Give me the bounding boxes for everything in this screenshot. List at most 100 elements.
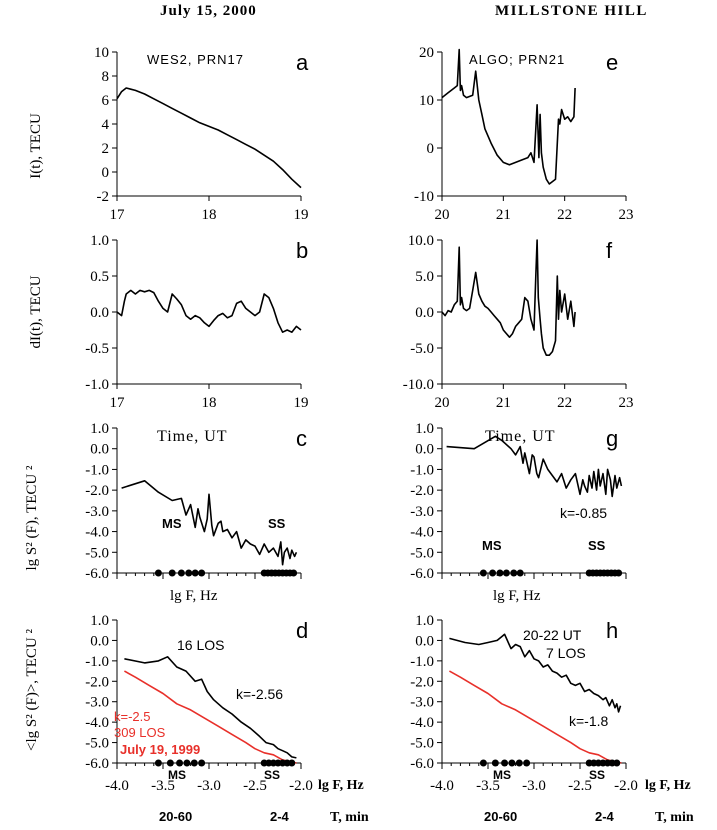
los-label: 16 LOS — [177, 637, 224, 653]
figure-site: MILLSTONE HILL — [495, 3, 648, 19]
y-tick-label-d: -6.0 — [85, 756, 109, 772]
x-tick-label-f: 21 — [496, 395, 511, 411]
panel-d: -6.0 -5.0 -4.0 -3.0 -2.0 -1.0 0.0 1.0 -4.0 -3.5 -3… — [85, 613, 313, 794]
panel-letter-b: b — [296, 238, 308, 263]
x-tick-label-d: -2.5 — [243, 778, 267, 794]
y-tick-label-f: 5.0 — [415, 269, 434, 285]
ss-label: SS — [589, 768, 605, 782]
panel-h: -6.0 -5.0 -4.0 -3.0 -2.0 -1.0 0.0 1.0 -4.0 -3.5 -3… — [410, 613, 638, 794]
ms-dot — [501, 759, 509, 767]
annotation-station: ALGO; PRN21 — [469, 52, 565, 67]
ms-dot — [154, 569, 162, 577]
x-axis-label: lg F, Hz — [493, 588, 541, 604]
panel-letter-f: f — [606, 238, 613, 263]
y-tick-label-e: 0 — [427, 141, 435, 157]
y-tick-label-c: -1.0 — [85, 462, 109, 478]
x-tick-label-e: 20 — [435, 207, 450, 223]
ms-dot — [479, 759, 487, 767]
y-tick-label-e: -10 — [414, 189, 434, 205]
red-date-label: July 19, 1999 — [120, 742, 200, 757]
x-tick-label-d: -3.5 — [151, 778, 175, 794]
panel-letter-g: g — [606, 426, 618, 451]
ms-dot — [523, 759, 531, 767]
time-label: Time, UT — [485, 428, 556, 445]
y-tick-label-b: -1.0 — [85, 377, 109, 393]
y-tick-label-a: 2 — [102, 141, 110, 157]
y-tick-label-g: 0.0 — [415, 442, 434, 458]
panel-g: -6.0 -5.0 -4.0 -3.0 -2.0 -1.0 0.0 1.0 g Time, UT k… — [410, 421, 627, 604]
series-line-h-0 — [449, 633, 622, 713]
y-tick-label-g: 1.0 — [415, 421, 434, 437]
ms-dot — [502, 569, 510, 577]
y-tick-label-b: -0.5 — [85, 341, 109, 357]
ss-dot — [288, 759, 296, 767]
xlabel-left: lg F, Hz — [318, 778, 364, 793]
series-line-d-1 — [124, 670, 297, 764]
ylabel-d: <lg S² (F)>, TECU ² — [24, 629, 40, 751]
ms-dot — [489, 569, 497, 577]
x-tick-label-a: 18 — [202, 207, 217, 223]
y-tick-label-c: -2.0 — [85, 483, 109, 499]
y-tick-label-d: -1.0 — [85, 654, 109, 670]
ss-dot — [615, 569, 623, 577]
ms-dot — [510, 569, 518, 577]
y-tick-label-b: 0.0 — [90, 305, 109, 321]
y-tick-label-h: -6.0 — [410, 756, 434, 772]
panel-letter-d: d — [296, 618, 308, 643]
t-range-ms-left: 20-60 — [159, 809, 192, 824]
panel-letter-h: h — [606, 618, 618, 643]
y-tick-label-h: 1.0 — [415, 613, 434, 629]
y-tick-label-c: -5.0 — [85, 545, 109, 561]
x-tick-label-h: -2.0 — [614, 778, 638, 794]
y-tick-label-g: -4.0 — [410, 525, 434, 541]
x-tick-label-d: -3.0 — [197, 778, 221, 794]
series-line-h-1 — [449, 670, 622, 764]
ylabel-a: I(t), TECU — [28, 113, 44, 179]
y-tick-label-d: -3.0 — [85, 695, 109, 711]
x-tick-label-d: -4.0 — [105, 778, 129, 794]
ms-dot — [177, 569, 185, 577]
y-tick-label-g: -6.0 — [410, 566, 434, 582]
panel-letter-a: a — [296, 50, 309, 75]
ms-dot — [198, 759, 206, 767]
panel-a: -2 0 2 4 6 8 10 17 18 19 a WES2, PRN17 — [94, 45, 309, 223]
y-tick-label-d: 0.0 — [90, 633, 109, 649]
panel-b: -1.0 -0.5 0.0 0.5 1.0 17 18 19 b — [85, 233, 308, 411]
xlabel-right: lg F, Hz — [645, 778, 691, 793]
y-tick-label-c: 1.0 — [90, 421, 109, 437]
t-range-ss-left: 2-4 — [270, 809, 290, 824]
series-line-e-0 — [441, 48, 576, 185]
slope-label: k=-2.56 — [236, 686, 283, 702]
x-tick-label-b: 18 — [202, 395, 217, 411]
panel-letter-e: e — [606, 50, 618, 75]
t-label-left: T, min — [330, 810, 369, 825]
y-tick-label-g: -2.0 — [410, 483, 434, 499]
x-tick-label-f: 23 — [619, 395, 634, 411]
ms-dot — [198, 569, 206, 577]
y-tick-label-h: -2.0 — [410, 674, 434, 690]
ms-dot — [496, 569, 504, 577]
x-tick-label-e: 21 — [496, 207, 511, 223]
ms-label: MS — [168, 768, 186, 782]
y-tick-label-d: 1.0 — [90, 613, 109, 629]
ms-dot — [491, 759, 499, 767]
x-tick-label-h: -3.5 — [476, 778, 500, 794]
y-tick-label-a: 6 — [102, 93, 110, 109]
x-tick-label-h: -2.5 — [568, 778, 592, 794]
ms-label: MS — [493, 768, 511, 782]
red-los-label: 309 LOS — [114, 725, 166, 740]
slope-label: k=-1.8 — [569, 713, 609, 729]
y-tick-label-f: -5.0 — [410, 341, 434, 357]
slope-label: k=-0.85 — [560, 505, 607, 521]
ss-label: SS — [268, 516, 286, 531]
y-tick-label-c: -6.0 — [85, 566, 109, 582]
panel-e: -10 0 10 20 20 21 22 23 e ALGO; PRN21 — [414, 45, 634, 223]
y-tick-label-h: -3.0 — [410, 695, 434, 711]
x-tick-label-d: -2.0 — [289, 778, 313, 794]
t-label-right: T, min — [655, 810, 694, 825]
y-tick-label-a: 8 — [102, 69, 110, 85]
x-tick-label-e: 23 — [619, 207, 634, 223]
time-label: Time, UT — [157, 428, 228, 445]
y-tick-label-e: 20 — [419, 45, 434, 61]
